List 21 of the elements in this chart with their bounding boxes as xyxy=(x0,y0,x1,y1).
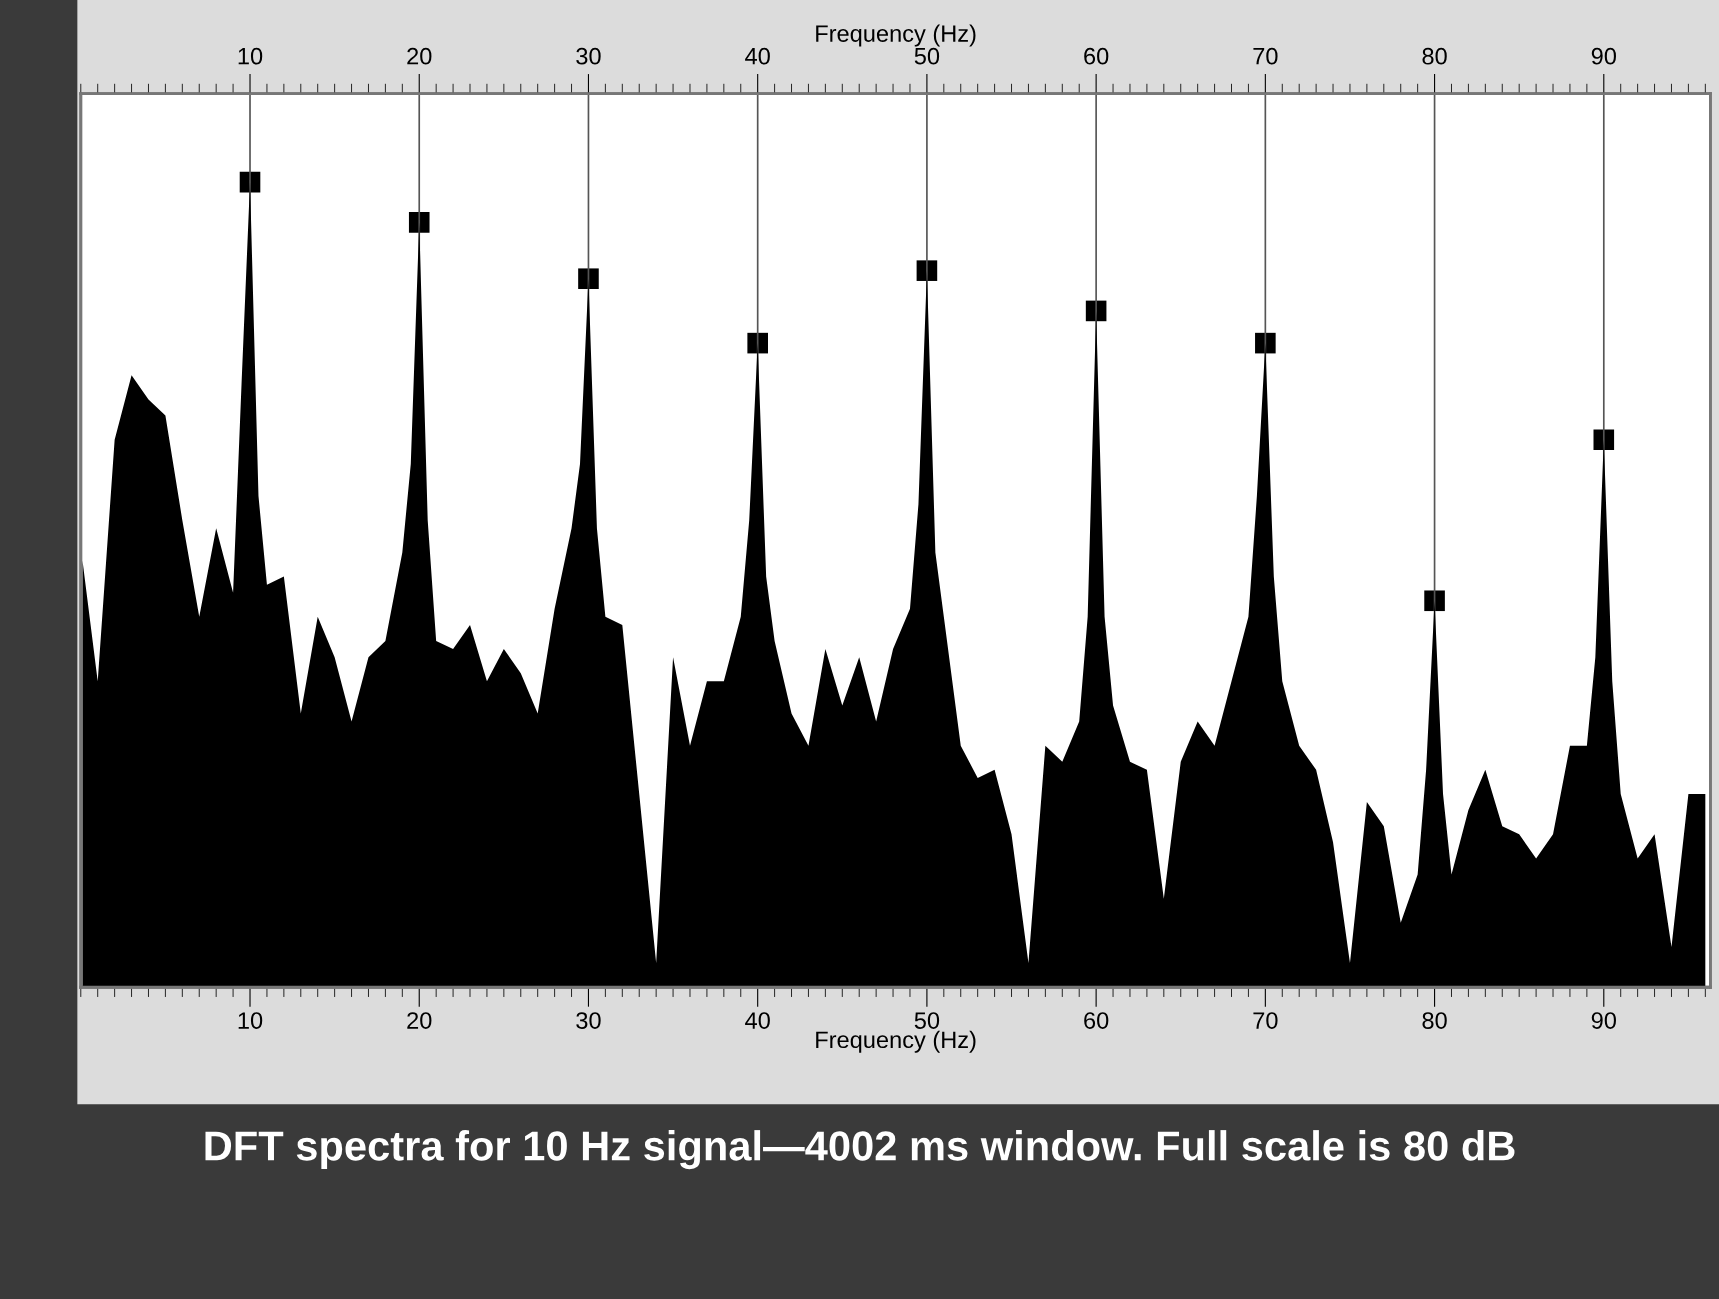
x2-tick-label: 80 xyxy=(1422,47,1447,65)
x-axis-title: Frequency (Hz) xyxy=(816,1030,976,1053)
x-tick-label: 50 xyxy=(914,1012,940,1029)
x-tick-label: 60 xyxy=(1084,1012,1109,1029)
x-tick-label: 40 xyxy=(745,1012,770,1029)
x2-tick-label: 40 xyxy=(745,47,770,65)
x-tick-label: 10 xyxy=(238,1012,263,1029)
x2-tick-label: 70 xyxy=(1253,47,1278,65)
x2-tick-label: 60 xyxy=(1084,47,1109,65)
x-tick-label: 20 xyxy=(407,1012,432,1029)
x-tick-label: 80 xyxy=(1422,1012,1447,1029)
text: DFT spectra for 10 Hz signal—4002 ms window. Full scale is 80 dB xyxy=(205,1130,1515,1170)
x2-tick-label: 10 xyxy=(238,47,263,65)
x-tick-label: 30 xyxy=(576,1012,601,1029)
x-tick-label: 90 xyxy=(1591,1012,1616,1029)
x2-tick-label: 30 xyxy=(576,47,601,65)
x2-tick-label: 90 xyxy=(1591,47,1616,65)
x2-axis-title: Frequency (Hz) xyxy=(816,24,976,47)
x2-tick-label: 20 xyxy=(407,47,432,65)
x-tick-label: 70 xyxy=(1253,1012,1278,1029)
x2-tick-label: 50 xyxy=(914,47,940,65)
